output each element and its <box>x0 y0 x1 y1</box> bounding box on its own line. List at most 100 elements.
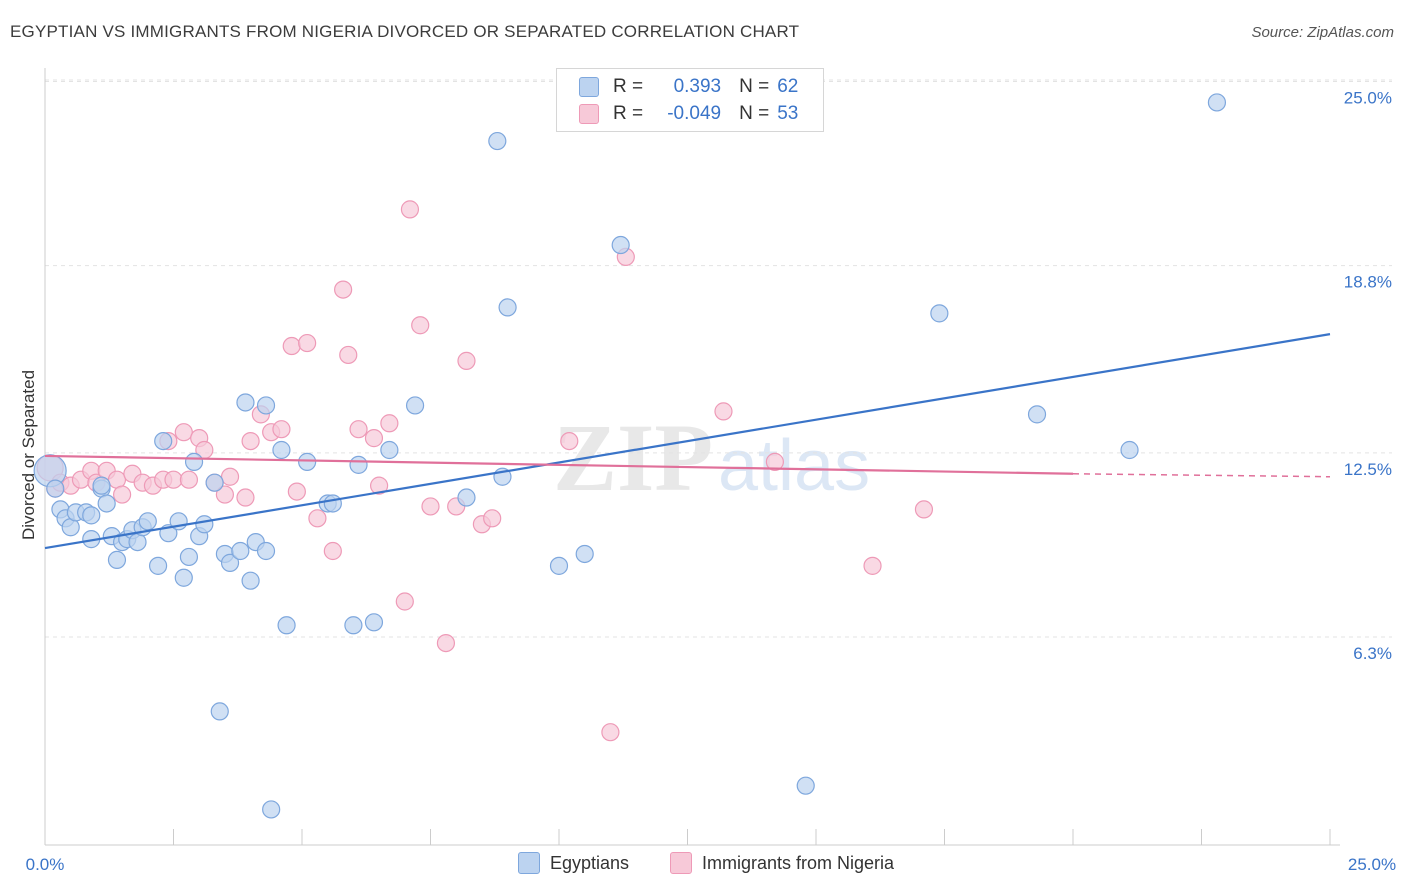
egyptian-point <box>179 547 199 567</box>
legend-label-egyptians: Egyptians <box>550 852 630 873</box>
x-tick-label-max: 25.0% <box>1348 855 1396 874</box>
nigeria-point <box>560 431 579 451</box>
egyptian-point <box>195 515 214 534</box>
egyptian-point <box>82 506 101 525</box>
nigeria-point <box>914 500 934 519</box>
nigeria-trend-line <box>44 454 1074 475</box>
nigeria-point <box>364 429 384 448</box>
egyptian-point <box>107 550 127 570</box>
pink-swatch <box>579 104 599 124</box>
egyptian-trend-line <box>44 333 1331 550</box>
nigeria-point <box>112 485 132 504</box>
legend-item-egyptians: Egyptians <box>518 852 629 874</box>
n-label: N = <box>739 103 770 124</box>
egyptian-point <box>498 298 517 317</box>
y-tick-label: 18.8% <box>1344 273 1392 292</box>
y-tick-label: 12.5% <box>1344 460 1392 479</box>
n-value-nigeria: 53 <box>777 103 799 124</box>
egyptian-point <box>380 440 399 460</box>
nigeria-point <box>421 497 440 516</box>
nigeria-point <box>323 541 342 561</box>
egyptian-point <box>349 455 368 474</box>
egyptian-point <box>262 800 281 819</box>
y-tick-label: 6.3% <box>1353 644 1392 663</box>
egyptian-point <box>323 494 342 513</box>
egyptian-point <box>210 702 229 721</box>
nigeria-point <box>349 420 368 439</box>
nigeria-point <box>395 592 414 611</box>
nigeria-point <box>215 485 234 504</box>
egyptian-point <box>930 304 949 323</box>
egyptian-point <box>1207 93 1227 112</box>
nigeria-point <box>436 633 456 653</box>
trend-lines <box>44 333 1331 550</box>
nigeria-point <box>765 452 784 471</box>
watermark-zip: ZIP <box>553 404 713 511</box>
r-label: R = <box>613 103 644 124</box>
legend-item-nigeria: Immigrants from Nigeria <box>670 852 894 874</box>
egyptian-point <box>231 541 250 561</box>
egyptian-point <box>611 235 630 255</box>
egyptian-point <box>241 571 260 590</box>
egyptian-point <box>138 512 157 531</box>
egyptian-point <box>174 568 193 587</box>
egyptian-point <box>256 396 276 415</box>
nigeria-point <box>179 470 199 489</box>
egyptian-point <box>272 440 291 460</box>
nigeria-point <box>863 556 882 575</box>
legend-label-nigeria: Immigrants from Nigeria <box>702 852 895 873</box>
egyptian-point <box>97 494 116 513</box>
egyptian-point <box>549 556 569 575</box>
source-credit: Source: ZipAtlas.com <box>1251 24 1394 41</box>
tick-labels: 6.3% 12.5% 18.8% 25.0% 0.0% 25.0% <box>26 89 1396 875</box>
egyptian-point <box>92 476 111 495</box>
egyptian-point <box>1027 405 1047 424</box>
nigeria-point <box>282 336 301 356</box>
nigeria-point <box>287 482 306 501</box>
watermark-atlas: atlas <box>718 426 870 506</box>
pink-swatch <box>670 852 692 874</box>
n-value-egyptians: 62 <box>777 76 799 97</box>
nigeria-point <box>400 200 420 219</box>
blue-swatch <box>518 852 540 874</box>
nigeria-point <box>174 423 193 442</box>
nigeria-point <box>601 723 620 742</box>
nigeria-point <box>457 351 476 370</box>
egyptian-point <box>796 776 815 795</box>
nigeria-point <box>339 345 358 365</box>
r-value-egyptians: 0.393 <box>673 76 722 97</box>
egyptian-point <box>277 616 296 635</box>
y-tick-label: 25.0% <box>1344 89 1392 108</box>
nigeria-point <box>714 402 733 421</box>
nigeria-point <box>220 467 240 486</box>
nigeria-point <box>236 488 255 507</box>
r-value-nigeria: -0.049 <box>667 103 722 124</box>
chart-title: EGYPTIAN VS IMMIGRANTS FROM NIGERIA DIVO… <box>10 22 800 41</box>
nigeria-point <box>483 509 502 528</box>
blue-swatch <box>579 77 599 97</box>
stats-row-egyptians: R = 0.393 N = 62 <box>579 74 798 100</box>
egyptian-point <box>148 556 168 575</box>
y-axis-label: Divorced or Separated <box>19 370 38 540</box>
egyptian-point <box>1120 440 1139 460</box>
stats-row-nigeria: R = -0.049 N = 53 <box>579 101 798 127</box>
nigeria-point <box>370 476 389 495</box>
x-tick-label-min: 0.0% <box>26 855 65 874</box>
egyptian-point <box>46 479 65 498</box>
nigeria-point <box>241 431 260 451</box>
egyptian-point <box>236 393 255 412</box>
n-label: N = <box>739 76 770 97</box>
egyptian-point <box>457 488 476 507</box>
egyptian-point <box>205 473 224 492</box>
egyptian-point <box>364 613 384 632</box>
nigeria-point <box>334 280 353 299</box>
stats-legend: R = 0.393 N = 62 R = -0.049 N = 53 <box>556 68 824 132</box>
egyptian-point <box>575 544 594 564</box>
egyptian-point <box>405 396 425 415</box>
nigeria-trend-extension <box>1072 473 1331 478</box>
egyptian-point <box>220 553 240 572</box>
egyptian-point <box>154 431 173 451</box>
nigeria-point <box>380 414 399 433</box>
egyptian-point <box>298 452 317 471</box>
